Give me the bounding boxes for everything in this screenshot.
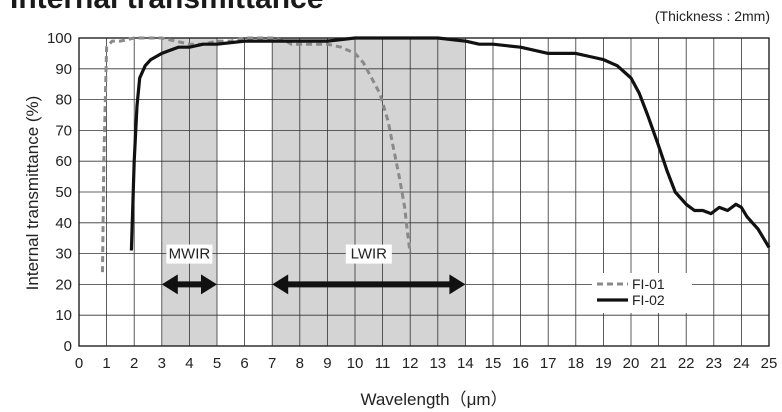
series-lines: [101, 36, 771, 273]
x-tick-label: 14: [457, 355, 474, 372]
y-tick-label: 90: [55, 61, 72, 78]
x-tick-label: 0: [75, 355, 83, 372]
x-tick-label: 15: [485, 355, 502, 372]
x-tick-label: 12: [402, 355, 419, 372]
band-label-bg-lwir: [345, 244, 392, 264]
y-axis-label: Internal transmittance (%): [23, 96, 42, 291]
x-tick-labels: 0 1 2 3 4 5 6 7 8 9 10 11 12 13 14 15 16 17 18 19 20 21 22 23 24…: [75, 355, 778, 372]
y-tick-label: 20: [55, 276, 72, 293]
arrowhead-left-lwir: [272, 274, 289, 295]
x-tick-label: 22: [678, 355, 695, 372]
x-tick-label: 8: [296, 355, 304, 372]
arrowhead-left-mwir: [161, 274, 178, 295]
x-tick-label: 1: [102, 355, 110, 372]
x-tick-label: 5: [213, 355, 221, 372]
x-tick-label: 7: [268, 355, 276, 372]
x-tick-label: 4: [185, 355, 193, 372]
y-tick-label: 80: [55, 92, 72, 109]
band-arrows: MWIR LWIR: [161, 244, 466, 295]
y-tick-labels: 0 10 20 30 40 50 60 70 80 90 100: [47, 30, 72, 355]
x-axis-label: Wavelength（μm）: [360, 390, 507, 409]
legend-box: [592, 273, 692, 313]
arrowhead-right-mwir: [201, 274, 217, 295]
x-tick-label: 6: [240, 355, 248, 372]
y-tick-label: 50: [55, 184, 72, 201]
series-line-fi-02: [129, 36, 771, 251]
x-tick-label: 10: [347, 355, 364, 372]
x-tick-label: 21: [650, 355, 667, 372]
series-line-fi-01: [101, 36, 412, 273]
y-tick-label: 0: [64, 338, 72, 355]
band-label-bg-mwir: [166, 244, 213, 264]
x-tick-label: 17: [540, 355, 557, 372]
y-tick-label: 40: [55, 215, 72, 232]
y-tick-label: 60: [55, 153, 72, 170]
chart-title: Internal transmittance: [10, 0, 323, 15]
legend: FI-01 FI-02: [592, 273, 692, 313]
x-tick-label: 19: [595, 355, 612, 372]
x-tick-label: 3: [158, 355, 166, 372]
y-tick-label: 70: [55, 122, 72, 139]
legend-label-fi-01: FI-01: [632, 276, 665, 292]
band-label-lwir: LWIR: [351, 246, 388, 263]
x-tick-label: 9: [323, 355, 331, 372]
grid-lines: [78, 37, 770, 347]
x-tick-label: 13: [429, 355, 446, 372]
x-tick-label: 11: [375, 355, 391, 372]
x-tick-label: 2: [130, 355, 138, 372]
y-tick-label: 100: [47, 30, 72, 47]
band-label-mwir: MWIR: [169, 246, 211, 263]
x-tick-label: 25: [761, 355, 778, 372]
legend-label-fi-02: FI-02: [632, 292, 665, 308]
x-tick-label: 16: [512, 355, 529, 372]
thickness-note: (Thickness : 2mm): [655, 8, 770, 24]
y-tick-label: 10: [55, 307, 72, 324]
x-tick-label: 18: [567, 355, 584, 372]
arrowhead-right-lwir: [449, 274, 466, 295]
x-tick-label: 20: [623, 355, 640, 372]
x-tick-label: 23: [705, 355, 722, 372]
x-tick-label: 24: [733, 355, 750, 372]
y-tick-label: 30: [55, 246, 72, 263]
